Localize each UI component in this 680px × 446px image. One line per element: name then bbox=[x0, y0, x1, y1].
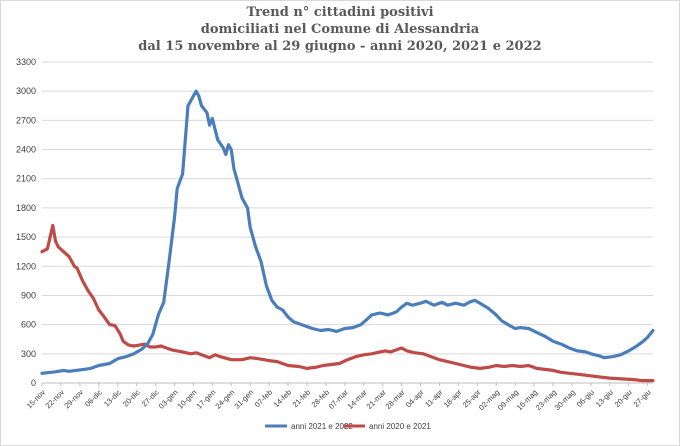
x-tick-label: 07-mar bbox=[327, 387, 351, 411]
x-tick-label: 24-gen bbox=[213, 388, 236, 411]
x-tick-label: 06-dic bbox=[83, 388, 104, 409]
x-tick-label: 10-gen bbox=[176, 388, 199, 411]
series-lines bbox=[40, 89, 655, 383]
x-tick-label: 11-apr bbox=[423, 387, 445, 409]
y-tick-label: 3300 bbox=[16, 57, 36, 67]
x-tick-label: 21-feb bbox=[291, 388, 312, 409]
x-tick-label: 29-nov bbox=[62, 388, 85, 411]
y-tick-label: 0 bbox=[31, 378, 36, 388]
y-tick-label: 600 bbox=[21, 320, 36, 330]
x-tick-label: 21-mar bbox=[365, 387, 389, 411]
x-tick-label: 06-giu bbox=[575, 388, 596, 409]
y-axis: 0 300 600 900 1200 1500 1800 2100 2400 2700 3000 33… bbox=[16, 57, 36, 388]
chart-title-line-2: domiciliati nel Comune di Alessandria bbox=[200, 22, 480, 37]
y-tick-label: 2700 bbox=[16, 115, 36, 125]
x-tick-label: 13-giu bbox=[594, 388, 615, 409]
gridlines bbox=[42, 61, 653, 384]
x-tick-label: 27-giu bbox=[632, 388, 653, 409]
y-tick-label: 1500 bbox=[16, 232, 36, 242]
legend: anni 2021 e 2022 anni 2020 e 2021 bbox=[265, 422, 431, 431]
x-tick-label: 30-mag bbox=[553, 388, 577, 412]
x-tick-label: 28-mar bbox=[384, 387, 408, 411]
x-tick-label: 04-apr bbox=[404, 387, 426, 409]
chart-title-line-1: Trend n° cittadini positivi bbox=[246, 5, 434, 20]
y-tick-label: 3000 bbox=[16, 86, 36, 96]
y-tick-label: 300 bbox=[21, 349, 36, 359]
x-tick-label: 22-nov bbox=[43, 388, 66, 411]
y-tick-label: 900 bbox=[21, 290, 36, 300]
x-tick-label: 17-gen bbox=[195, 388, 218, 411]
series-line bbox=[40, 223, 655, 383]
chart-title: Trend n° cittadini positivi domiciliati … bbox=[0, 4, 680, 55]
x-tick-label: 20-dic bbox=[121, 388, 142, 409]
series-line bbox=[40, 89, 655, 375]
x-tick-label: 14-mar bbox=[346, 387, 370, 411]
y-tick-label: 1200 bbox=[16, 261, 36, 271]
x-tick-label: 03-gen bbox=[157, 388, 180, 411]
x-tick-label: 18-apr bbox=[442, 387, 464, 409]
y-tick-label: 1800 bbox=[16, 203, 36, 213]
x-tick-label: 15-nov bbox=[25, 388, 48, 411]
legend-label: anni 2020 e 2021 bbox=[369, 422, 431, 431]
legend-label: anni 2021 e 2022 bbox=[291, 422, 353, 431]
x-axis: 15-nov22-nov29-nov06-dic13-dic20-dic27-d… bbox=[25, 383, 653, 412]
y-tick-label: 2400 bbox=[16, 145, 36, 155]
x-tick-label: 13-dic bbox=[102, 388, 123, 409]
chart-title-line-3: dal 15 novembre al 29 giugno - anni 2020… bbox=[138, 39, 542, 54]
x-tick-label: 20-giu bbox=[613, 388, 634, 409]
x-tick-label: 14-feb bbox=[272, 388, 293, 409]
x-tick-label: 07-feb bbox=[253, 388, 274, 409]
y-tick-label: 2100 bbox=[16, 174, 36, 184]
x-tick-label: 31-gen bbox=[232, 388, 255, 411]
